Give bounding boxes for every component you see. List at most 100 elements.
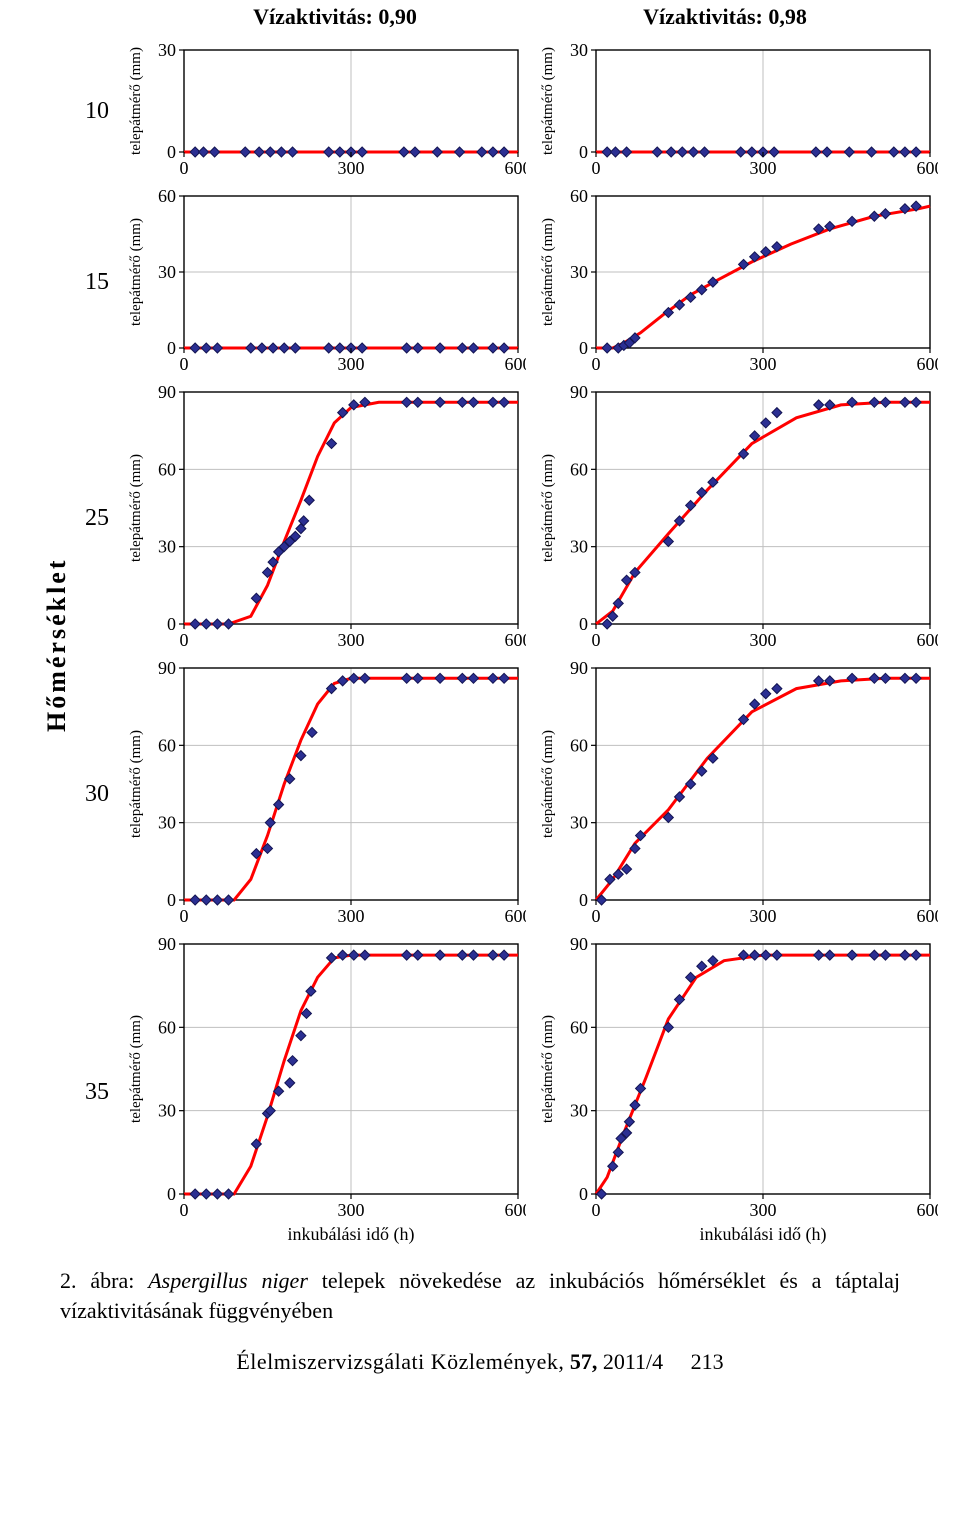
svg-text:telepátmérő (mm): telepátmérő (mm) — [540, 730, 556, 838]
svg-text:0: 0 — [180, 1200, 189, 1220]
row-label: 30 — [74, 781, 120, 808]
chart-row: 100300600030telepátmérő (mm)0300600030te… — [74, 38, 944, 184]
row-label: 10 — [74, 98, 120, 125]
svg-text:600: 600 — [505, 630, 527, 650]
row-cells: 03006000306090telepátmérő (mm)0300600030… — [120, 380, 944, 656]
svg-text:telepátmérő (mm): telepátmérő (mm) — [540, 454, 556, 562]
svg-text:300: 300 — [338, 1200, 365, 1220]
chart-row: 15030060003060telepátmérő (mm)0300600030… — [74, 184, 944, 380]
svg-text:300: 300 — [750, 354, 777, 374]
row-cells: 0300600030telepátmérő (mm)0300600030tele… — [120, 38, 944, 184]
row-label: 15 — [74, 269, 120, 296]
svg-text:telepátmérő (mm): telepátmérő (mm) — [128, 730, 144, 838]
svg-text:600: 600 — [917, 1200, 939, 1220]
svg-text:telepátmérő (mm): telepátmérő (mm) — [128, 47, 144, 155]
svg-text:60: 60 — [158, 459, 176, 479]
svg-text:600: 600 — [505, 1200, 527, 1220]
svg-text:60: 60 — [570, 459, 588, 479]
chart-panel: 0 300 600 0 30 telepátmérő (mm) — [120, 38, 532, 184]
svg-text:inkubálási idő (h): inkubálási idő (h) — [288, 1224, 415, 1245]
svg-text:30: 30 — [158, 262, 176, 282]
svg-text:30: 30 — [570, 813, 588, 833]
svg-text:90: 90 — [570, 660, 588, 678]
footer-journal: Élelmiszervizsgálati Közlemények, — [236, 1349, 564, 1374]
svg-text:300: 300 — [338, 906, 365, 926]
chart-panel: 03006000306090telepátmérő (mm) — [532, 656, 944, 932]
svg-text:telepátmérő (mm): telepátmérő (mm) — [540, 47, 556, 155]
svg-text:0: 0 — [579, 142, 588, 162]
svg-text:300: 300 — [750, 1200, 777, 1220]
chart-panel: 03006000306090telepátmérő (mm)inkubálási… — [532, 932, 944, 1252]
svg-text:600: 600 — [505, 906, 527, 926]
svg-text:60: 60 — [570, 735, 588, 755]
svg-text:60: 60 — [158, 188, 176, 206]
svg-text:30: 30 — [158, 813, 176, 833]
svg-text:60: 60 — [158, 735, 176, 755]
svg-text:90: 90 — [158, 936, 176, 954]
row-label: 35 — [74, 1079, 120, 1106]
svg-text:60: 60 — [570, 188, 588, 206]
svg-text:0: 0 — [167, 142, 176, 162]
svg-text:90: 90 — [570, 936, 588, 954]
row-cells: 03006000306090telepátmérő (mm)0300600030… — [120, 656, 944, 932]
svg-text:600: 600 — [917, 354, 939, 374]
row-axis-label: Hőmérséklet — [40, 38, 74, 1252]
caption-species: Aspergillus niger — [148, 1268, 308, 1293]
svg-text:inkubálási idő (h): inkubálási idő (h) — [700, 1224, 827, 1245]
row-cells: 030060003060telepátmérő (mm)030060003060… — [120, 184, 944, 380]
svg-text:0: 0 — [180, 158, 189, 178]
svg-text:0: 0 — [592, 630, 601, 650]
svg-text:300: 300 — [338, 354, 365, 374]
svg-text:0: 0 — [167, 614, 176, 634]
rows-container: 100300600030telepátmérő (mm)0300600030te… — [74, 38, 944, 1252]
svg-text:0: 0 — [579, 890, 588, 910]
svg-text:600: 600 — [917, 630, 939, 650]
svg-text:0: 0 — [579, 614, 588, 634]
svg-text:60: 60 — [570, 1017, 588, 1037]
svg-text:30: 30 — [570, 42, 588, 60]
svg-text:telepátmérő (mm): telepátmérő (mm) — [128, 218, 144, 326]
row-cells: 03006000306090telepátmérő (mm)inkubálási… — [120, 932, 944, 1252]
caption-lead: 2. ábra: — [60, 1268, 134, 1293]
svg-text:0: 0 — [592, 354, 601, 374]
chart-panel: 030060003060telepátmérő (mm) — [120, 184, 532, 380]
footer-volume: 57, — [570, 1349, 598, 1374]
svg-text:0: 0 — [579, 338, 588, 358]
chart-panel: 0 300 600 0 30 60 90 telepátmérő (mm) — [532, 380, 944, 656]
svg-text:0: 0 — [180, 354, 189, 374]
svg-text:600: 600 — [917, 906, 939, 926]
svg-text:0: 0 — [180, 906, 189, 926]
svg-text:90: 90 — [158, 660, 176, 678]
svg-text:30: 30 — [158, 42, 176, 60]
svg-text:300: 300 — [750, 906, 777, 926]
svg-text:telepátmérő (mm): telepátmérő (mm) — [540, 1015, 556, 1123]
svg-text:600: 600 — [505, 354, 527, 374]
svg-text:300: 300 — [750, 158, 777, 178]
svg-text:600: 600 — [505, 158, 527, 178]
column-header-left: Vízaktivitás: 0,90 — [140, 0, 530, 38]
page-footer: Élelmiszervizsgálati Közlemények, 57, 20… — [40, 1349, 920, 1375]
svg-text:telepátmérő (mm): telepátmérő (mm) — [128, 454, 144, 562]
chart-panel: 0 300 600 0 30 60 90 telepátmérő (mm) — [120, 656, 532, 932]
svg-text:0: 0 — [167, 890, 176, 910]
chart-row: 3503006000306090telepátmérő (mm)inkubálá… — [74, 932, 944, 1252]
svg-text:0: 0 — [592, 158, 601, 178]
chart-panel: 0300600030telepátmérő (mm) — [532, 38, 944, 184]
svg-text:30: 30 — [570, 262, 588, 282]
svg-text:90: 90 — [158, 384, 176, 402]
svg-text:30: 30 — [570, 1101, 588, 1121]
svg-text:30: 30 — [570, 537, 588, 557]
svg-text:300: 300 — [750, 630, 777, 650]
svg-text:0: 0 — [579, 1184, 588, 1204]
footer-page-number: 213 — [691, 1349, 724, 1374]
chart-panel: 03006000306090telepátmérő (mm) — [120, 380, 532, 656]
chart-row: 2503006000306090telepátmérő (mm)03006000… — [74, 380, 944, 656]
svg-text:30: 30 — [158, 537, 176, 557]
svg-text:90: 90 — [570, 384, 588, 402]
chart-panel: 03006000306090telepátmérő (mm)inkubálási… — [120, 932, 532, 1252]
svg-text:60: 60 — [158, 1017, 176, 1037]
chart-panel: 0 300 600 0 30 60 telepátmérő (mm) — [532, 184, 944, 380]
svg-text:300: 300 — [338, 158, 365, 178]
svg-text:telepátmérő (mm): telepátmérő (mm) — [540, 218, 556, 326]
svg-text:0: 0 — [167, 1184, 176, 1204]
